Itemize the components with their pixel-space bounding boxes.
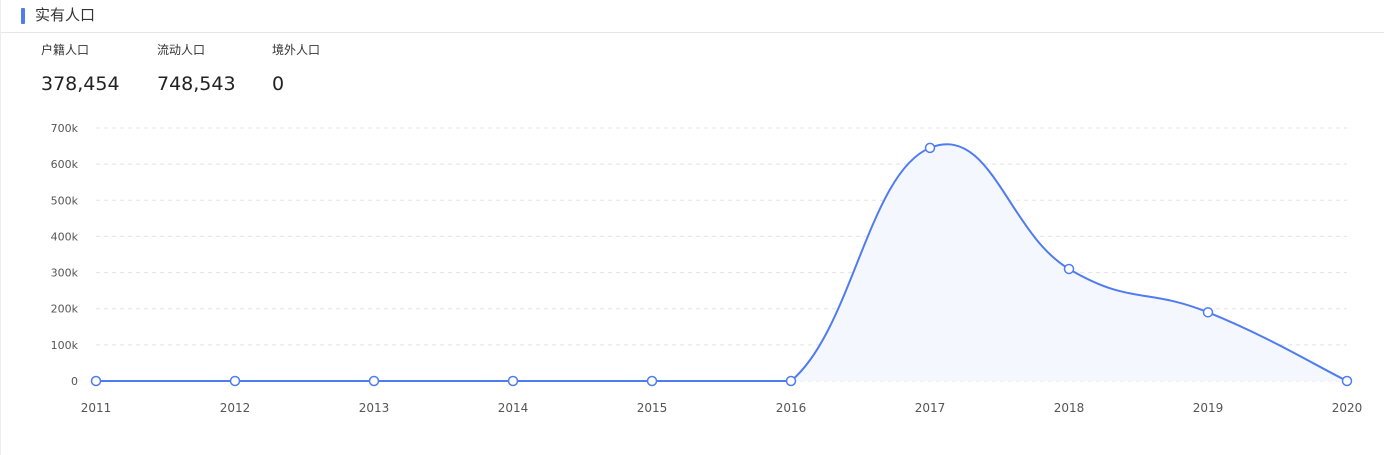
x-tick-label: 2020 xyxy=(1332,401,1363,415)
y-tick-label: 400k xyxy=(51,230,79,243)
stat-overseas-value: 0 xyxy=(272,73,285,95)
data-point xyxy=(1063,263,1075,275)
data-point xyxy=(1202,307,1214,318)
y-tick-label: 600k xyxy=(51,158,79,171)
stat-floating: 流动人口 748,543 xyxy=(157,42,236,96)
panel-title: 实有人口 xyxy=(35,6,96,24)
data-point xyxy=(507,375,519,387)
x-tick-label: 2015 xyxy=(637,401,668,415)
y-tick-label: 300k xyxy=(51,267,79,280)
x-tick-label: 2016 xyxy=(776,401,807,415)
data-point xyxy=(646,375,658,387)
data-point xyxy=(785,375,797,387)
data-point xyxy=(90,375,102,387)
stat-registered-value: 378,454 xyxy=(41,73,120,95)
x-tick-label: 2019 xyxy=(1193,401,1224,415)
y-tick-label: 0 xyxy=(71,375,78,388)
x-tick-label: 2011 xyxy=(81,401,112,415)
x-tick-label: 2018 xyxy=(1054,401,1085,415)
stat-overseas: 境外人口 0 xyxy=(272,42,320,96)
stat-overseas-label: 境外人口 xyxy=(272,43,321,57)
stat-floating-value: 748,543 xyxy=(157,73,236,95)
stat-registered: 户籍人口 378,454 xyxy=(41,42,120,96)
y-tick-label: 200k xyxy=(51,303,79,316)
data-point xyxy=(1341,375,1353,387)
data-point xyxy=(368,375,380,387)
stat-registered-label: 户籍人口 xyxy=(41,43,90,57)
y-tick-label: 500k xyxy=(51,194,79,207)
title-accent-bar xyxy=(21,8,25,24)
x-tick-label: 2017 xyxy=(915,401,946,415)
stat-floating-label: 流动人口 xyxy=(157,43,206,57)
data-point xyxy=(229,375,241,387)
y-tick-label: 700k xyxy=(51,122,79,135)
data-point xyxy=(924,142,936,154)
panel-header: 实有人口 xyxy=(1,0,1384,33)
x-tick-label: 2013 xyxy=(359,401,390,415)
y-tick-label: 100k xyxy=(51,339,79,352)
series-area xyxy=(96,144,1347,381)
x-tick-label: 2014 xyxy=(498,401,529,415)
x-tick-label: 2012 xyxy=(220,401,251,415)
